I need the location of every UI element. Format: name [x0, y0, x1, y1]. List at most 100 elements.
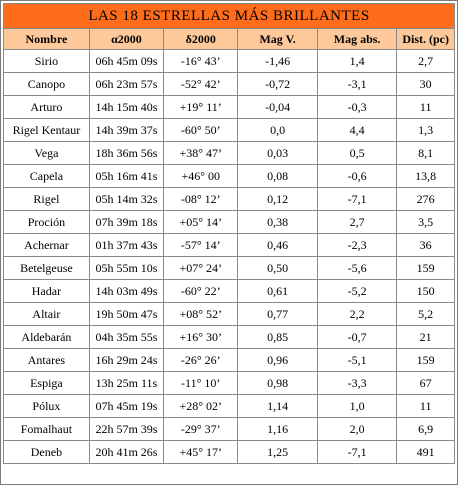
cell-dec: -57° 14’: [164, 234, 239, 257]
cell-distance: 159: [397, 349, 455, 372]
cell-mag-v: 1,25: [238, 441, 318, 464]
cell-mag-abs: -7,1: [317, 441, 398, 464]
cell-mag-abs: -5,6: [317, 257, 398, 280]
table-row: Achernar 01h 37m 43s -57° 14’ 0,46 -2,3 36: [3, 234, 455, 257]
cell-dec: +07° 24’: [164, 257, 239, 280]
table-row: Arturo 14h 15m 40s +19° 11’ -0,04 -0,3 11: [3, 96, 455, 119]
cell-mag-v: -0,04: [238, 96, 318, 119]
table-row: Altair 19h 50m 47s +08° 52’ 0,77 2,2 5,2: [3, 303, 455, 326]
cell-dec: +46° 00: [164, 165, 239, 188]
cell-distance: 6,9: [397, 418, 455, 441]
cell-ra: 04h 35m 55s: [89, 326, 165, 349]
cell-dec: -08° 12’: [164, 188, 239, 211]
cell-name: Pólux: [3, 395, 90, 418]
cell-ra: 06h 23m 57s: [89, 73, 165, 96]
column-header-ra: α2000: [89, 29, 165, 50]
cell-mag-abs: 2,2: [317, 303, 398, 326]
cell-mag-abs: -2,3: [317, 234, 398, 257]
cell-name: Fomalhaut: [3, 418, 90, 441]
cell-mag-v: -0,72: [238, 73, 318, 96]
table-row: Aldebarán 04h 35m 55s +16° 30’ 0,85 -0,7 21: [3, 326, 455, 349]
cell-distance: 21: [397, 326, 455, 349]
cell-distance: 1,3: [397, 119, 455, 142]
cell-ra: 05h 14m 32s: [89, 188, 165, 211]
cell-mag-abs: -7,1: [317, 188, 398, 211]
cell-mag-v: 0,61: [238, 280, 318, 303]
cell-mag-v: 1,14: [238, 395, 318, 418]
cell-mag-v: 0,96: [238, 349, 318, 372]
cell-distance: 5,2: [397, 303, 455, 326]
cell-mag-abs: 2,7: [317, 211, 398, 234]
cell-ra: 20h 41m 26s: [89, 441, 165, 464]
cell-distance: 491: [397, 441, 455, 464]
cell-ra: 14h 15m 40s: [89, 96, 165, 119]
column-header-mag-abs: Mag abs.: [317, 29, 398, 50]
cell-mag-abs: -0,3: [317, 96, 398, 119]
table-row: Rigel Kentaur 14h 39m 37s -60° 50’ 0,0 4,4 1,…: [3, 119, 455, 142]
table-row: Pólux 07h 45m 19s +28° 02’ 1,14 1,0 11: [3, 395, 455, 418]
column-header-distance: Dist. (pc): [397, 29, 455, 50]
cell-name: Capela: [3, 165, 90, 188]
cell-dec: +08° 52’: [164, 303, 239, 326]
cell-name: Sirio: [3, 50, 90, 73]
cell-ra: 07h 39m 18s: [89, 211, 165, 234]
cell-mag-abs: 1,0: [317, 395, 398, 418]
table-row: Antares 16h 29m 24s -26° 26’ 0,96 -5,1 159: [3, 349, 455, 372]
cell-distance: 150: [397, 280, 455, 303]
cell-name: Hadar: [3, 280, 90, 303]
cell-ra: 05h 55m 10s: [89, 257, 165, 280]
cell-dec: -60° 50’: [164, 119, 239, 142]
cell-ra: 01h 37m 43s: [89, 234, 165, 257]
cell-name: Altair: [3, 303, 90, 326]
cell-distance: 276: [397, 188, 455, 211]
cell-mag-abs: 4,4: [317, 119, 398, 142]
cell-mag-abs: -0,7: [317, 326, 398, 349]
cell-ra: 06h 45m 09s: [89, 50, 165, 73]
table-row: Hadar 14h 03m 49s -60° 22’ 0,61 -5,2 150: [3, 280, 455, 303]
cell-distance: 30: [397, 73, 455, 96]
cell-name: Canopo: [3, 73, 90, 96]
table-row: Fomalhaut 22h 57m 39s -29° 37’ 1,16 2,0 6,9: [3, 418, 455, 441]
table-row: Capela 05h 16m 41s +46° 00 0,08 -0,6 13,8: [3, 165, 455, 188]
cell-distance: 11: [397, 395, 455, 418]
table-row: Rigel 05h 14m 32s -08° 12’ 0,12 -7,1 276: [3, 188, 455, 211]
cell-dec: +16° 30’: [164, 326, 239, 349]
cell-name: Vega: [3, 142, 90, 165]
cell-mag-v: 0,85: [238, 326, 318, 349]
cell-distance: 3,5: [397, 211, 455, 234]
cell-dec: +28° 02’: [164, 395, 239, 418]
cell-mag-abs: 1,4: [317, 50, 398, 73]
cell-mag-v: 0,12: [238, 188, 318, 211]
cell-name: Antares: [3, 349, 90, 372]
column-header-mag-v: Mag V.: [238, 29, 318, 50]
cell-distance: 2,7: [397, 50, 455, 73]
table-row: Espiga 13h 25m 11s -11° 10’ 0,98 -3,3 67: [3, 372, 455, 395]
cell-mag-v: 1,16: [238, 418, 318, 441]
cell-mag-abs: -0,6: [317, 165, 398, 188]
cell-mag-abs: -3,1: [317, 73, 398, 96]
cell-ra: 05h 16m 41s: [89, 165, 165, 188]
cell-ra: 22h 57m 39s: [89, 418, 165, 441]
cell-distance: 11: [397, 96, 455, 119]
cell-name: Rigel: [3, 188, 90, 211]
cell-distance: 13,8: [397, 165, 455, 188]
table-row: Sirio 06h 45m 09s -16° 43’ -1,46 1,4 2,7: [3, 50, 455, 73]
cell-mag-v: 0,38: [238, 211, 318, 234]
column-header-name: Nombre: [3, 29, 90, 50]
cell-dec: +38° 47’: [164, 142, 239, 165]
cell-mag-v: 0,77: [238, 303, 318, 326]
table-row: Betelgeuse 05h 55m 10s +07° 24’ 0,50 -5,6 159: [3, 257, 455, 280]
cell-dec: -52° 42’: [164, 73, 239, 96]
cell-mag-v: -1,46: [238, 50, 318, 73]
cell-name: Achernar: [3, 234, 90, 257]
cell-mag-abs: 2,0: [317, 418, 398, 441]
cell-mag-abs: -3,3: [317, 372, 398, 395]
cell-ra: 19h 50m 47s: [89, 303, 165, 326]
cell-dec: -29° 37’: [164, 418, 239, 441]
cell-name: Espiga: [3, 372, 90, 395]
cell-mag-v: 0,08: [238, 165, 318, 188]
table-row: Proción 07h 39m 18s +05° 14’ 0,38 2,7 3,5: [3, 211, 455, 234]
cell-ra: 18h 36m 56s: [89, 142, 165, 165]
cell-name: Proción: [3, 211, 90, 234]
